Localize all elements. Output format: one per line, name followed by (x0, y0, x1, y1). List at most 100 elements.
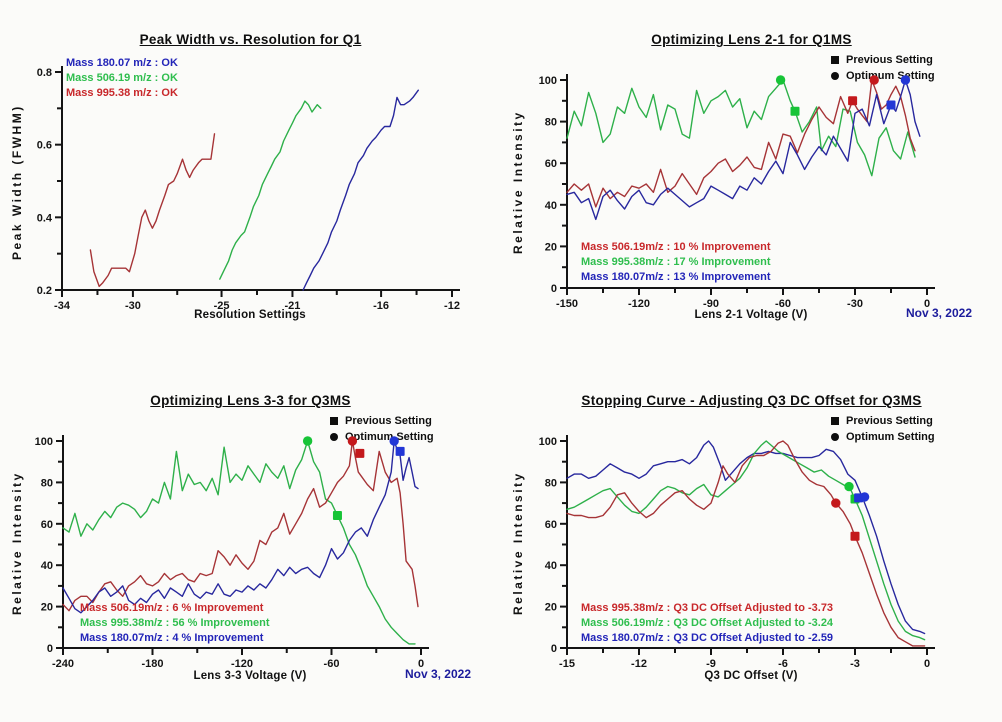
marker-legend: Previous Setting Optimum Setting (330, 413, 434, 445)
svg-text:-150: -150 (556, 298, 578, 310)
svg-text:40: 40 (545, 200, 557, 212)
annotation-line: Mass 180.07m/z : 13 % Improvement (581, 271, 771, 283)
svg-text:20: 20 (545, 241, 557, 253)
plot-area: -240 -180 -120 -60 0 0 20 40 60 80 100 (35, 435, 429, 670)
series-995.38 (566, 440, 926, 647)
optimum-setting-marker (347, 436, 358, 446)
optimum-setting-marker (859, 492, 870, 502)
annotation-line: Mass 180.07 m/z : OK (66, 57, 178, 69)
plot-area: -15 -12 -9 -6 -3 0 0 20 40 60 80 100 (539, 435, 935, 670)
x-axis-label: Lens 3-3 Voltage (V) (193, 670, 307, 682)
previous-setting-marker (332, 511, 342, 521)
legend-optimum: Optimum Setting (831, 429, 935, 445)
series-995.38 (89, 133, 216, 288)
series-180.07 (302, 89, 419, 291)
annotation-line: Mass 180.07m/z : 4 % Improvement (80, 632, 264, 644)
legend-optimum-label: Optimum Setting (846, 431, 935, 443)
svg-text:80: 80 (545, 477, 557, 489)
marker-legend: Previous Setting Optimum Setting (831, 413, 935, 445)
series-995.38 (566, 79, 916, 177)
svg-text:-30: -30 (847, 298, 863, 310)
svg-text:-12: -12 (444, 300, 460, 312)
series-506.19 (566, 440, 926, 641)
svg-text:0.6: 0.6 (37, 140, 52, 152)
svg-text:80: 80 (545, 117, 557, 129)
svg-text:-9: -9 (706, 658, 716, 670)
chart-stopping-curve-q3ms: Stopping Curve - Adjusting Q3 DC Offset … (501, 361, 1002, 722)
svg-text:-6: -6 (778, 658, 788, 670)
annotation-line: Mass 180.07m/z : Q3 DC Offset Adjusted t… (581, 632, 834, 644)
svg-text:0.4: 0.4 (37, 212, 53, 224)
series-995.38 (62, 440, 416, 645)
series-180.07 (566, 440, 926, 635)
legend-optimum-label: Optimum Setting (345, 431, 434, 443)
legend-previous-label: Previous Setting (846, 415, 933, 427)
square-icon (831, 56, 839, 64)
series-506.19 (62, 440, 419, 612)
svg-text:60: 60 (41, 519, 53, 531)
annotation-line: Mass 506.19m/z : 10 % Improvement (581, 241, 771, 253)
svg-text:100: 100 (539, 436, 557, 448)
legend-previous: Previous Setting (831, 413, 935, 429)
svg-text:20: 20 (41, 602, 53, 614)
svg-text:0: 0 (551, 283, 557, 295)
annotation-line: Mass 995.38m/z : 56 % Improvement (80, 617, 270, 629)
optimum-setting-marker (389, 436, 399, 446)
x-axis-label: Resolution Settings (194, 309, 306, 321)
annotations-block: Mass 995.38m/z : Q3 DC Offset Adjusted t… (581, 601, 833, 646)
annotation-line: Mass 995.38m/z : 17 % Improvement (581, 256, 771, 268)
optimum-setting-marker (775, 75, 786, 85)
series-506.19 (219, 100, 322, 280)
previous-setting-marker (850, 531, 860, 541)
chart-title: Optimizing Lens 3-3 for Q3MS (150, 393, 351, 408)
legend-optimum: Optimum Setting (330, 429, 434, 445)
svg-text:-60: -60 (324, 658, 340, 670)
svg-text:0.8: 0.8 (37, 67, 52, 79)
previous-setting-marker (848, 96, 858, 106)
series-180.07 (62, 440, 419, 614)
svg-text:-16: -16 (373, 300, 389, 312)
chart-title: Stopping Curve - Adjusting Q3 DC Offset … (581, 393, 922, 408)
circle-icon (831, 72, 839, 80)
svg-text:-120: -120 (628, 298, 650, 310)
previous-setting-marker (355, 448, 365, 458)
square-icon (330, 417, 338, 425)
optimum-setting-marker (844, 481, 854, 492)
svg-text:60: 60 (545, 158, 557, 170)
previous-setting-marker (395, 446, 405, 456)
annotations-block: Mass 506.19m/z : 10 % Improvement Mass 9… (581, 240, 771, 285)
optimum-setting-marker (869, 75, 879, 85)
previous-setting-marker (790, 106, 800, 116)
x-axis-label: Q3 DC Offset (V) (704, 670, 798, 682)
annotation-line: Mass 506.19m/z : Q3 DC Offset Adjusted t… (581, 617, 834, 629)
chart-title: Peak Width vs. Resolution for Q1 (139, 32, 362, 47)
svg-text:-34: -34 (54, 300, 71, 312)
annotations-block: Mass 506.19m/z : 6 % Improvement Mass 99… (80, 601, 270, 646)
svg-text:100: 100 (35, 436, 53, 448)
svg-text:0: 0 (418, 658, 424, 670)
svg-text:40: 40 (41, 560, 53, 572)
legend-optimum-label: Optimum Setting (846, 70, 935, 82)
chart-title: Optimizing Lens 2-1 for Q1MS (651, 32, 852, 47)
legend-optimum: Optimum Setting (831, 68, 935, 84)
annotation-line: Mass 506.19m/z : 6 % Improvement (80, 602, 264, 614)
svg-text:-12: -12 (631, 658, 647, 670)
plot-area: -150 -120 -90 -60 -30 0 0 20 40 60 80 100 (539, 74, 935, 310)
svg-text:80: 80 (41, 477, 53, 489)
svg-text:0: 0 (924, 298, 930, 310)
circle-icon (831, 433, 839, 441)
series-506.19 (566, 79, 916, 208)
chart-lens-2-1-q1ms: Optimizing Lens 2-1 for Q1MS Previous Se… (501, 0, 1002, 361)
svg-text:-120: -120 (231, 658, 253, 670)
date-label: Nov 3, 2022 (404, 667, 471, 681)
svg-text:-90: -90 (703, 298, 719, 310)
svg-text:-21: -21 (285, 300, 301, 312)
legend-previous: Previous Setting (831, 52, 935, 68)
annotations-block: Mass 180.07 m/z : OK Mass 506.19 m/z : O… (66, 56, 178, 101)
svg-text:0: 0 (924, 658, 930, 670)
date-label: Nov 3, 2022 (905, 306, 972, 320)
optimum-setting-marker (831, 498, 841, 508)
svg-text:-240: -240 (52, 658, 74, 670)
